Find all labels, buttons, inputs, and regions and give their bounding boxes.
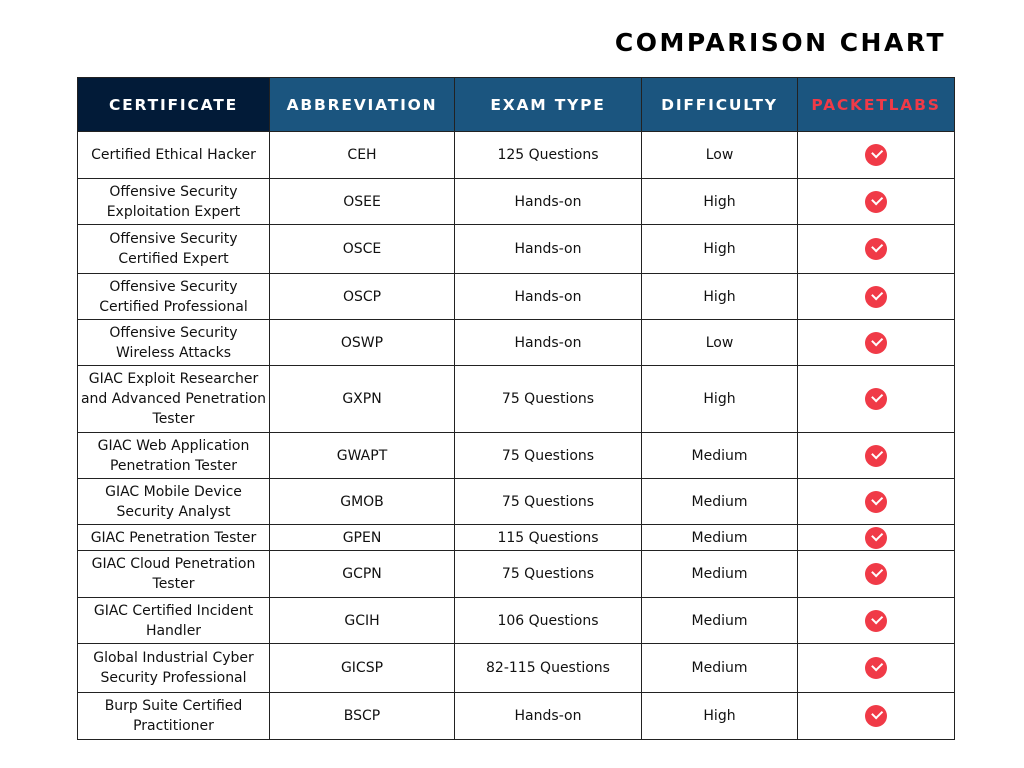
certificate-cell: Certified Ethical Hacker: [77, 131, 270, 179]
exam-type-cell: 75 Questions: [454, 478, 642, 525]
header-exam-type: EXAM TYPE: [454, 77, 642, 132]
abbreviation-cell: OSEE: [269, 178, 455, 225]
table-row: GIAC Web Application Penetration Tester G…: [77, 432, 955, 479]
check-icon: [865, 190, 887, 213]
certificate-cell: GIAC Certified Incident Handler: [77, 597, 270, 644]
page-title: COMPARISON CHART: [614, 28, 946, 57]
abbreviation-cell: OSCE: [269, 224, 455, 274]
packetlabs-cell: [797, 131, 955, 179]
packetlabs-cell: [797, 273, 955, 320]
certificate-cell: GIAC Cloud Penetration Tester: [77, 550, 270, 598]
table-row: GIAC Cloud Penetration Tester GCPN 75 Ques…: [77, 550, 955, 598]
certificate-cell: Burp Suite Certified Practitioner: [77, 692, 270, 740]
packetlabs-cell: [797, 365, 955, 433]
check-icon: [865, 388, 887, 410]
packetlabs-cell: [797, 178, 955, 225]
difficulty-cell: Medium: [641, 524, 798, 551]
difficulty-cell: High: [641, 224, 798, 274]
table-row: Offensive Security Certified Expert OSCE H…: [77, 224, 955, 274]
exam-type-cell: Hands-on: [454, 178, 642, 225]
difficulty-cell: Medium: [641, 478, 798, 525]
certificate-cell: Offensive Security Exploitation Expert: [77, 178, 270, 225]
header-difficulty: DIFFICULTY: [641, 77, 798, 132]
check-icon: [865, 331, 887, 354]
exam-type-cell: 106 Questions: [454, 597, 642, 644]
difficulty-cell: High: [641, 692, 798, 740]
certificate-cell: GIAC Exploit Researcher and Advanced Pen…: [77, 365, 270, 433]
exam-type-cell: 82-115 Questions: [454, 643, 642, 693]
packetlabs-cell: [797, 432, 955, 479]
difficulty-cell: Medium: [641, 432, 798, 479]
difficulty-cell: Low: [641, 131, 798, 179]
check-icon: [865, 526, 887, 549]
exam-type-cell: 115 Questions: [454, 524, 642, 551]
check-icon: [865, 490, 887, 513]
difficulty-cell: High: [641, 273, 798, 320]
difficulty-cell: Medium: [641, 597, 798, 644]
difficulty-cell: Medium: [641, 550, 798, 598]
exam-type-cell: 75 Questions: [454, 432, 642, 479]
table-row: GIAC Exploit Researcher and Advanced Pen…: [77, 365, 955, 433]
check-icon: [865, 657, 887, 679]
abbreviation-cell: BSCP: [269, 692, 455, 740]
certificate-cell: Offensive Security Wireless Attacks: [77, 319, 270, 366]
exam-type-cell: Hands-on: [454, 319, 642, 366]
difficulty-cell: High: [641, 365, 798, 433]
certificate-cell: Global Industrial Cyber Security Profess…: [77, 643, 270, 693]
packetlabs-cell: [797, 550, 955, 598]
exam-type-cell: Hands-on: [454, 224, 642, 274]
packetlabs-cell: [797, 319, 955, 366]
abbreviation-cell: GXPN: [269, 365, 455, 433]
table-row: Offensive Security Wireless Attacks OSWP H…: [77, 319, 955, 366]
table-row: Certified Ethical Hacker CEH 125 Questions…: [77, 131, 955, 179]
table-row: Offensive Security Certified Professiona…: [77, 273, 955, 320]
certificate-cell: GIAC Web Application Penetration Tester: [77, 432, 270, 479]
comparison-table: CERTIFICATE ABBREVIATION EXAM TYPE DIFFI…: [77, 77, 955, 740]
exam-type-cell: Hands-on: [454, 273, 642, 320]
check-icon: [865, 444, 887, 467]
abbreviation-cell: OSCP: [269, 273, 455, 320]
check-icon: [865, 144, 887, 166]
abbreviation-cell: GCPN: [269, 550, 455, 598]
abbreviation-cell: CEH: [269, 131, 455, 179]
packetlabs-cell: [797, 224, 955, 274]
check-icon: [865, 238, 887, 260]
certificate-cell: Offensive Security Certified Expert: [77, 224, 270, 274]
abbreviation-cell: GWAPT: [269, 432, 455, 479]
abbreviation-cell: GICSP: [269, 643, 455, 693]
check-icon: [865, 285, 887, 308]
certificate-cell: GIAC Mobile Device Security Analyst: [77, 478, 270, 525]
table-row: GIAC Certified Incident Handler GCIH 106 Q…: [77, 597, 955, 644]
packetlabs-cell: [797, 524, 955, 551]
abbreviation-cell: OSWP: [269, 319, 455, 366]
table-row: Offensive Security Exploitation Expert OS…: [77, 178, 955, 225]
header-packetlabs: PACKETLABS: [797, 77, 955, 132]
difficulty-cell: Low: [641, 319, 798, 366]
check-icon: [865, 609, 887, 632]
abbreviation-cell: GCIH: [269, 597, 455, 644]
header-certificate: CERTIFICATE: [77, 77, 270, 132]
table-row: GIAC Mobile Device Security Analyst GMOB 7…: [77, 478, 955, 525]
certificate-cell: Offensive Security Certified Professiona…: [77, 273, 270, 320]
difficulty-cell: High: [641, 178, 798, 225]
difficulty-cell: Medium: [641, 643, 798, 693]
exam-type-cell: 75 Questions: [454, 365, 642, 433]
check-icon: [865, 705, 887, 727]
certificate-cell: GIAC Penetration Tester: [77, 524, 270, 551]
check-icon: [865, 563, 887, 585]
exam-type-cell: Hands-on: [454, 692, 642, 740]
table-row: Burp Suite Certified Practitioner BSCP Han…: [77, 692, 955, 740]
packetlabs-cell: [797, 643, 955, 693]
abbreviation-cell: GPEN: [269, 524, 455, 551]
table-row: GIAC Penetration Tester GPEN 115 Questions…: [77, 524, 955, 551]
table-row: Global Industrial Cyber Security Profess…: [77, 643, 955, 693]
header-row: CERTIFICATE ABBREVIATION EXAM TYPE DIFFI…: [77, 77, 955, 132]
packetlabs-cell: [797, 692, 955, 740]
abbreviation-cell: GMOB: [269, 478, 455, 525]
packetlabs-cell: [797, 597, 955, 644]
exam-type-cell: 75 Questions: [454, 550, 642, 598]
exam-type-cell: 125 Questions: [454, 131, 642, 179]
packetlabs-cell: [797, 478, 955, 525]
header-abbreviation: ABBREVIATION: [269, 77, 455, 132]
